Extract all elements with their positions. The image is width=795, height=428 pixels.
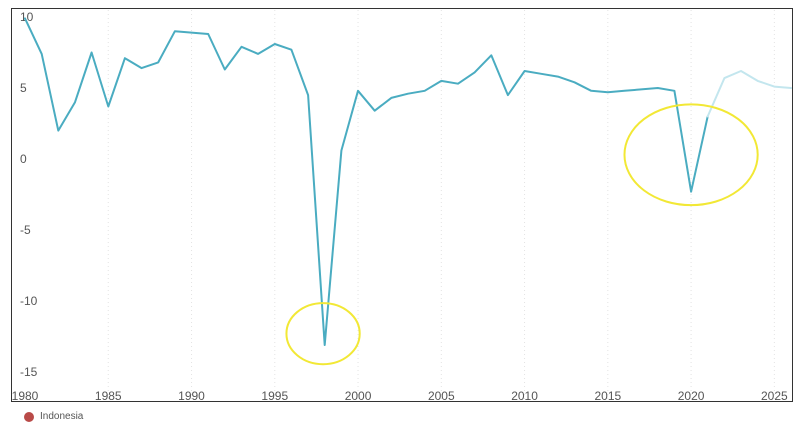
legend-marker [24, 411, 34, 422]
x-tick-label: 2015 [594, 389, 621, 403]
highlight-ellipse-1 [285, 302, 361, 366]
y-axis-ticks: 10 5 0 -5 -10 -15 [20, 10, 38, 379]
y-tick-label: 0 [20, 152, 27, 166]
x-axis-ticks: 1980 1985 1990 1995 2000 2005 2010 2015 2020 2025 [12, 389, 788, 403]
y-tick-label: 10 [20, 10, 34, 24]
x-tick-label: 1985 [95, 389, 122, 403]
x-tick-label: 2000 [345, 389, 372, 403]
x-tick-label: 2025 [761, 389, 788, 403]
series-lines [24, 17, 792, 346]
series-line-indonesia [24, 17, 709, 346]
x-tick-label: 1990 [178, 389, 205, 403]
legend: Indonesia [24, 410, 83, 423]
grid-lines [107, 10, 775, 400]
y-tick-label: -15 [20, 365, 38, 379]
x-tick-label: 2020 [678, 389, 705, 403]
highlight-ellipse-2 [623, 103, 759, 207]
legend-label-indonesia: Indonesia [40, 411, 84, 422]
y-tick-label: 5 [20, 81, 27, 95]
annotations [285, 103, 759, 366]
y-tick-label: -5 [20, 223, 31, 237]
x-tick-label: 2005 [428, 389, 455, 403]
x-tick-label: 2010 [511, 389, 538, 403]
y-tick-label: -10 [20, 294, 38, 308]
x-tick-label: 1995 [261, 389, 288, 403]
x-tick-label: 1980 [12, 389, 39, 403]
series-line-forecast [706, 70, 792, 118]
